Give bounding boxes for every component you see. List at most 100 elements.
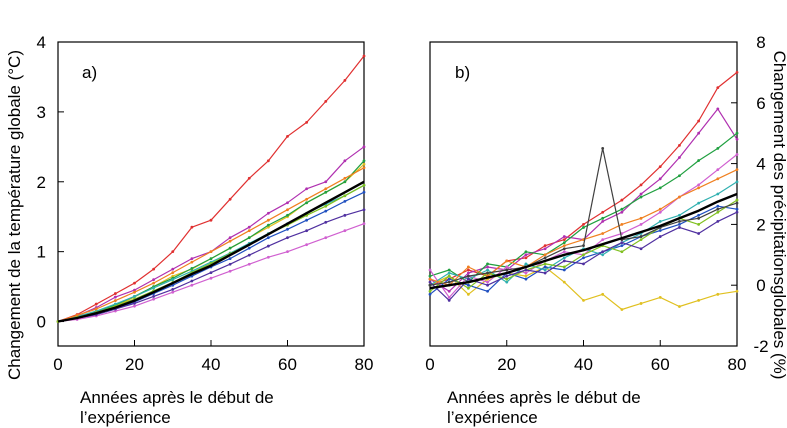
- data-point-b-0-16: [735, 71, 739, 74]
- data-point-a-0-4: [133, 281, 136, 285]
- data-point-a-0-7: [190, 225, 194, 229]
- data-point-b-1-9: [601, 219, 605, 223]
- data-point-b-10-14: [697, 216, 701, 220]
- data-point-b-6-1: [447, 271, 451, 275]
- data-point-b-3-11: [639, 195, 643, 199]
- x-tick-label-a: 60: [278, 355, 297, 374]
- data-point-b-10-2: [466, 274, 470, 278]
- y-tick-label-a: 1: [37, 243, 46, 262]
- x-tick-label-b: 40: [574, 355, 593, 374]
- data-point-a-6-16: [362, 208, 366, 212]
- data-point-b-8-8: [582, 253, 585, 257]
- data-point-b-9-15: [716, 219, 720, 223]
- data-point-b-0-6: [543, 244, 547, 248]
- data-point-a-0-3: [113, 292, 117, 295]
- data-point-a-8-13: [305, 197, 309, 201]
- data-point-a-3-7: [190, 267, 194, 270]
- data-point-b-2-13: [678, 305, 681, 308]
- data-point-b-9-7: [562, 259, 566, 263]
- data-point-a-6-9: [228, 262, 232, 266]
- data-point-b-9-10: [620, 241, 624, 245]
- data-point-b-3-0: [428, 274, 432, 278]
- data-point-a-6-14: [324, 220, 328, 224]
- y-tick-label-a: 3: [37, 103, 46, 122]
- data-point-b-1-5: [524, 253, 528, 257]
- data-point-a-0-2: [94, 302, 98, 306]
- data-point-a-0-8: [209, 218, 213, 222]
- data-point-b-2-10: [620, 308, 624, 311]
- data-point-b-0-2: [466, 268, 470, 272]
- data-point-b-1-10: [620, 210, 624, 214]
- data-point-a-2-6: [171, 274, 175, 278]
- data-point-a-5-13: [305, 243, 309, 247]
- data-point-b-1-12: [658, 177, 662, 181]
- data-point-b-0-12: [658, 165, 662, 169]
- data-point-b-9-11: [639, 247, 643, 251]
- data-point-b-7-12: [658, 207, 662, 211]
- x-axis-title-b-line2: l’expérience: [447, 408, 538, 427]
- data-point-b-6-5: [524, 262, 528, 266]
- data-point-b-4-2: [466, 283, 470, 287]
- data-point-b-2-2: [466, 292, 470, 296]
- data-point-a-6-6: [171, 287, 175, 291]
- data-point-b-6-7: [562, 256, 566, 260]
- data-point-a-3-11: [266, 223, 270, 227]
- series-line-a-2: [57, 163, 365, 323]
- data-point-b-7-0: [428, 277, 432, 281]
- data-point-a-2-11: [266, 225, 270, 229]
- data-point-b-9-3: [486, 283, 489, 287]
- data-point-b-7-15: [716, 177, 720, 181]
- data-point-a-3-14: [324, 190, 328, 194]
- data-point-b-0-10: [620, 198, 624, 202]
- data-point-b-7-16: [735, 168, 739, 172]
- data-point-b-4-3: [486, 289, 489, 293]
- data-point-a-6-12: [286, 236, 289, 240]
- data-point-a-5-9: [228, 269, 232, 273]
- data-point-a-0-13: [305, 120, 309, 124]
- data-point-b-3-10: [620, 207, 624, 211]
- data-point-b-10-0: [428, 283, 432, 287]
- data-point-a-0-6: [171, 250, 175, 254]
- series-line-a-8: [57, 167, 365, 323]
- data-point-b-9-4: [505, 274, 509, 278]
- data-point-a-5-4: [133, 304, 136, 308]
- panel-a: 0 20 40 60 80 0 1 2 3 4 a) Années après le début …: [5, 33, 373, 427]
- data-point-b-1-16: [735, 137, 739, 141]
- data-point-a-8-16: [362, 166, 366, 170]
- data-point-b-10-8: [582, 244, 585, 248]
- data-point-a-4-15: [343, 199, 347, 203]
- data-point-a-1-4: [133, 288, 136, 292]
- data-point-a-4-10: [247, 246, 251, 250]
- x-tick-label-b: 60: [651, 355, 670, 374]
- data-point-a-7-6: [171, 278, 175, 282]
- data-point-b-9-12: [658, 235, 662, 238]
- data-point-b-4-13: [678, 223, 681, 226]
- data-point-b-3-3: [486, 262, 489, 266]
- data-point-a-0-15: [343, 79, 347, 82]
- data-point-a-8-8: [209, 250, 213, 254]
- x-axis-title-b-line1: Années après le début de: [447, 388, 641, 407]
- data-point-b-7-7: [562, 244, 566, 248]
- y-tick-label-a: 0: [37, 313, 46, 332]
- data-point-a-1-11: [266, 211, 270, 215]
- data-point-a-5-12: [286, 250, 289, 254]
- data-point-b-0-14: [697, 119, 701, 123]
- y-tick-label-a: 4: [37, 33, 46, 52]
- data-point-a-3-8: [209, 257, 213, 261]
- data-point-b-7-13: [678, 195, 681, 199]
- data-point-a-4-13: [305, 218, 309, 222]
- data-point-b-9-13: [678, 226, 681, 229]
- data-point-b-5-7: [562, 250, 566, 254]
- data-point-a-5-6: [171, 290, 175, 294]
- data-point-b-8-11: [639, 238, 643, 242]
- data-point-a-0-5: [152, 267, 156, 271]
- data-point-a-5-10: [247, 262, 251, 266]
- data-point-a-7-3: [113, 302, 117, 306]
- data-point-b-0-11: [639, 183, 643, 187]
- data-point-a-9-14: [324, 204, 328, 208]
- data-point-a-0-16: [362, 54, 366, 58]
- data-point-a-8-4: [133, 290, 136, 294]
- data-point-a-7-5: [152, 286, 156, 290]
- data-point-a-8-3: [113, 299, 117, 302]
- data-point-b-7-4: [505, 259, 509, 263]
